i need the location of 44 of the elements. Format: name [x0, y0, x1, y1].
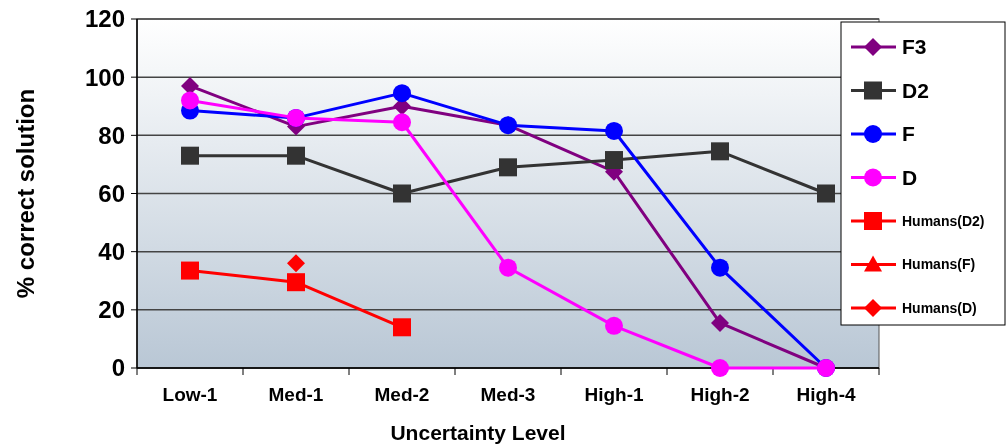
point [393, 113, 411, 132]
y-tick-label: 80 [98, 121, 125, 149]
point [287, 254, 305, 273]
legend-label: F3 [902, 35, 927, 59]
point [711, 313, 729, 332]
y-tick-label: 0 [111, 354, 125, 382]
point [287, 273, 305, 292]
point [711, 359, 729, 377]
point [181, 91, 199, 110]
x-tick-label: Med-3 [480, 384, 536, 405]
point [605, 121, 623, 140]
point [499, 258, 517, 277]
legend-label: D2 [902, 78, 929, 102]
y-tick-label: 60 [98, 179, 125, 207]
y-tick-label: 40 [98, 238, 125, 266]
point [393, 84, 411, 103]
legend-label: D [902, 165, 918, 189]
legend-label: Humans(D2) [902, 212, 985, 229]
x-tick-label: Med-2 [374, 384, 430, 405]
point [287, 146, 305, 165]
point [605, 151, 623, 170]
legend-label: Humans(D) [902, 299, 977, 316]
x-tick-label: Low-1 [162, 384, 218, 405]
x-tick-label: High-2 [690, 384, 750, 405]
point [499, 158, 517, 177]
point [393, 184, 411, 203]
point [711, 258, 729, 277]
point [605, 316, 623, 335]
x-tick-label: High-4 [796, 384, 856, 405]
y-tick-label: 100 [84, 63, 125, 91]
point [817, 184, 835, 203]
x-tick-label: High-1 [584, 384, 644, 405]
legend-label: F [902, 122, 915, 146]
point [181, 261, 199, 280]
point [181, 76, 199, 95]
y-tick-label: 120 [84, 5, 125, 33]
legend-label: Humans(F) [902, 256, 976, 273]
x-axis-title: Uncertainty Level [390, 421, 566, 444]
point [393, 318, 411, 337]
point [181, 146, 199, 165]
x-tick-label: Med-1 [268, 384, 324, 405]
point [711, 142, 729, 161]
y-axis-title: % correct solution [12, 88, 39, 299]
y-tick-label: 20 [98, 296, 125, 324]
